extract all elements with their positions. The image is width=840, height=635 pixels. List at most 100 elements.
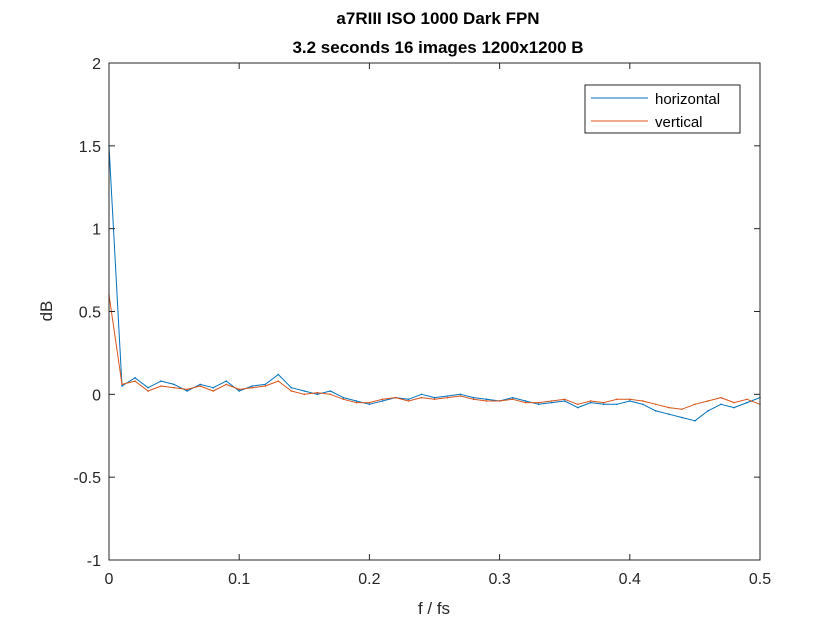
data-point-horizontal bbox=[225, 380, 227, 382]
data-point-vertical bbox=[655, 403, 657, 406]
data-point-vertical bbox=[576, 403, 579, 406]
y-axis-label: dB bbox=[37, 301, 56, 322]
data-point-horizontal bbox=[316, 393, 319, 396]
data-point-horizontal bbox=[720, 403, 722, 406]
data-point-horizontal bbox=[342, 396, 345, 399]
data-point-vertical bbox=[420, 396, 423, 399]
data-point-vertical bbox=[563, 398, 566, 401]
data-point-vertical bbox=[733, 401, 735, 404]
y-tick-label: 2 bbox=[92, 56, 101, 73]
y-tick-label: -0.5 bbox=[73, 470, 101, 487]
data-point-vertical bbox=[694, 403, 696, 406]
y-axis-ticks: -1 -0.5 0 0.5 1 1.5 2 bbox=[73, 56, 760, 570]
x-tick-label: 0.1 bbox=[228, 571, 250, 588]
data-point-horizontal bbox=[459, 393, 462, 396]
data-point-vertical bbox=[160, 385, 162, 387]
data-point-vertical bbox=[238, 388, 240, 391]
x-axis-ticks: 0 0.1 0.2 0.3 0.4 0.5 bbox=[105, 63, 771, 588]
data-point-horizontal bbox=[589, 401, 592, 404]
data-point-vertical bbox=[681, 408, 683, 411]
data-point-vertical bbox=[381, 398, 384, 401]
data-point-horizontal bbox=[602, 403, 605, 406]
data-point-horizontal bbox=[303, 390, 306, 392]
x-tick-label: 0.5 bbox=[749, 571, 771, 588]
data-point-horizontal bbox=[368, 403, 371, 406]
data-point-vertical bbox=[342, 398, 345, 401]
data-point-horizontal bbox=[186, 390, 188, 392]
data-point-horizontal bbox=[524, 400, 527, 402]
data-point-vertical bbox=[707, 400, 709, 402]
data-point-horizontal bbox=[134, 376, 136, 379]
data-point-horizontal bbox=[160, 380, 162, 382]
data-point-vertical bbox=[290, 390, 293, 392]
data-point-vertical bbox=[498, 400, 501, 402]
y-tick-label: 0.5 bbox=[79, 305, 101, 322]
x-tick-label: 0.2 bbox=[358, 571, 380, 588]
data-point-vertical bbox=[277, 380, 280, 382]
data-point-horizontal bbox=[173, 383, 175, 386]
data-point-vertical bbox=[407, 400, 410, 402]
data-point-vertical bbox=[134, 380, 136, 382]
data-point-vertical bbox=[511, 398, 514, 401]
data-point-horizontal bbox=[420, 393, 423, 396]
data-point-vertical bbox=[524, 401, 527, 404]
data-point-vertical bbox=[446, 396, 449, 399]
data-point-vertical bbox=[186, 388, 188, 391]
data-point-horizontal bbox=[615, 403, 618, 406]
data-point-vertical bbox=[720, 396, 722, 399]
y-tick-label: -1 bbox=[87, 553, 101, 570]
data-point-horizontal bbox=[563, 400, 566, 402]
data-point-vertical bbox=[629, 398, 631, 401]
data-point-horizontal bbox=[433, 396, 436, 399]
data-point-horizontal bbox=[446, 395, 449, 397]
legend-box bbox=[584, 84, 741, 134]
data-point-vertical bbox=[199, 385, 201, 387]
plot-area bbox=[109, 63, 760, 560]
legend: horizontal vertical bbox=[584, 84, 741, 134]
data-point-vertical bbox=[615, 398, 618, 401]
data-point-vertical bbox=[329, 393, 332, 396]
data-point-horizontal bbox=[694, 420, 696, 422]
data-point-horizontal bbox=[733, 406, 735, 409]
data-point-vertical bbox=[642, 400, 644, 402]
data-point-vertical bbox=[173, 386, 175, 389]
data-point-vertical bbox=[602, 401, 605, 404]
data-point-horizontal bbox=[147, 386, 149, 389]
data-point-vertical bbox=[746, 398, 748, 401]
data-point-vertical bbox=[212, 390, 214, 392]
data-point-vertical bbox=[472, 398, 475, 401]
y-tick-label: 1 bbox=[92, 222, 101, 239]
data-point-vertical bbox=[668, 406, 670, 409]
data-point-vertical bbox=[121, 383, 123, 386]
data-point-horizontal bbox=[251, 385, 254, 387]
data-point-vertical bbox=[537, 401, 540, 404]
data-point-horizontal bbox=[668, 413, 670, 416]
data-point-vertical bbox=[394, 396, 397, 399]
data-point-vertical bbox=[303, 393, 306, 396]
data-point-horizontal bbox=[511, 396, 514, 399]
data-point-horizontal bbox=[121, 385, 123, 387]
x-axis-label: f / fs bbox=[418, 599, 450, 618]
x-tick-label: 0 bbox=[105, 571, 114, 588]
data-point-horizontal bbox=[355, 400, 358, 402]
legend-label-vertical: vertical bbox=[655, 114, 703, 131]
data-point-horizontal bbox=[290, 386, 293, 389]
x-tick-label: 0.3 bbox=[488, 571, 510, 588]
data-point-horizontal bbox=[707, 410, 709, 412]
chart-title-line-2: 3.2 seconds 16 images 1200x1200 B bbox=[292, 38, 583, 57]
data-point-vertical bbox=[550, 400, 553, 402]
data-point-horizontal bbox=[199, 383, 201, 386]
data-point-horizontal bbox=[746, 401, 748, 404]
data-point-vertical bbox=[368, 401, 371, 404]
data-point-vertical bbox=[147, 390, 149, 392]
data-point-horizontal bbox=[576, 406, 579, 409]
data-point-horizontal bbox=[277, 373, 280, 376]
data-point-horizontal bbox=[329, 390, 332, 392]
y-tick-label: 1.5 bbox=[79, 139, 101, 156]
data-point-vertical bbox=[316, 391, 319, 394]
data-point-vertical bbox=[485, 400, 488, 402]
data-point-vertical bbox=[459, 395, 462, 397]
data-point-horizontal bbox=[381, 400, 384, 402]
